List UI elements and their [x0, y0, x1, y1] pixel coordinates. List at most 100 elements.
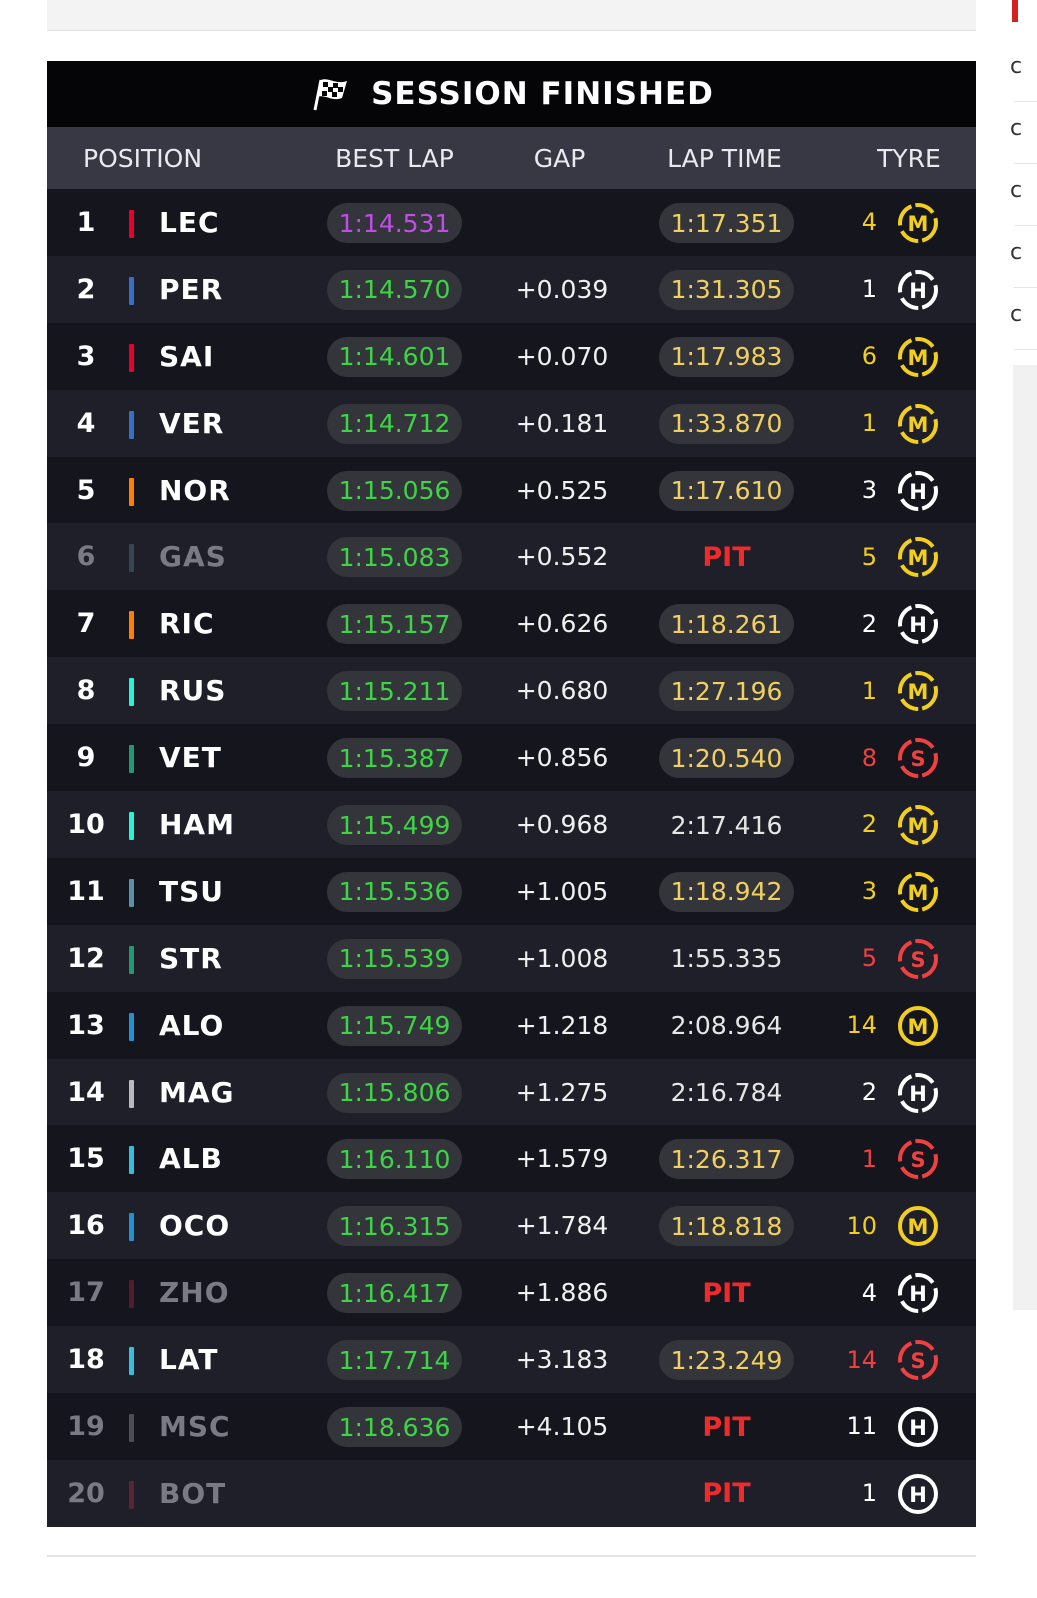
position-number: 6 [76, 541, 96, 573]
best-lap-time: 1:15.387 [327, 738, 462, 779]
table-row[interactable]: 13 ALO 1:15.749 +1.218 2:08.964 14 M [47, 991, 976, 1059]
driver-code: VET [159, 741, 222, 775]
driver-code: ALO [159, 1008, 225, 1042]
table-row[interactable]: 20 BOT PIT 1 H [47, 1459, 976, 1527]
driver-code: VER [159, 406, 225, 440]
best-lap-time: 1:15.056 [327, 470, 462, 511]
table-row[interactable]: 8 RUS 1:15.211 +0.680 1:27.196 1 M [47, 657, 976, 725]
driver-code: LAT [159, 1343, 219, 1377]
tyre-compound-letter: H [909, 279, 927, 303]
pit-status: PIT [702, 1411, 751, 1443]
sidebar-divider [1014, 225, 1037, 226]
table-row[interactable]: 2 PER 1:14.570 +0.039 1:31.305 1 H [47, 255, 976, 323]
team-color-bar [129, 1480, 134, 1509]
tyre-compound-icon: M [898, 403, 938, 444]
lap-time: 1:17.351 [659, 203, 794, 243]
lap-time: 2:16.784 [670, 1078, 783, 1108]
best-lap-time: 1:16.110 [327, 1139, 462, 1180]
best-lap-time: 1:14.712 [327, 403, 462, 444]
table-row[interactable]: 19 MSC 1:18.636 +4.105 PIT 11 H [47, 1393, 976, 1460]
team-color-bar [129, 1146, 134, 1175]
header-position: POSITION [83, 143, 203, 173]
table-row[interactable]: 11 TSU 1:15.536 +1.005 1:18.942 3 M [47, 857, 976, 925]
tyre-laps-count: 2 [861, 609, 877, 638]
team-color-bar [129, 477, 134, 506]
best-lap-time: 1:15.536 [327, 871, 462, 912]
position-number: 9 [76, 742, 96, 774]
table-row[interactable]: 1 LEC 1:14.531 1:17.351 4 M [47, 189, 976, 256]
tyre-laps-count: 4 [861, 1278, 877, 1307]
lap-time: 1:33.870 [659, 403, 794, 444]
lap-time: 1:26.317 [659, 1139, 794, 1180]
table-header: POSITION BEST LAP GAP LAP TIME TYRE [47, 127, 976, 189]
table-row[interactable]: 15 ALB 1:16.110 +1.579 1:26.317 1 S [47, 1125, 976, 1193]
table-row[interactable]: 7 RIC 1:15.157 +0.626 1:18.261 2 H [47, 590, 976, 658]
driver-code: SAI [159, 339, 215, 373]
gap-value: +0.856 [515, 743, 609, 773]
team-color-bar [129, 745, 134, 774]
sidebar-link-fragment[interactable]: c [1010, 54, 1023, 79]
driver-code: TSU [159, 874, 225, 908]
lap-time: 1:23.249 [659, 1340, 794, 1381]
best-lap-time: 1:15.539 [327, 938, 462, 979]
table-row[interactable]: 6 GAS 1:15.083 +0.552 PIT 5 M [47, 523, 976, 591]
tyre-compound-letter: M [908, 413, 929, 437]
session-banner: SESSION FINISHED [47, 61, 976, 127]
tyre-laps-count: 1 [861, 1144, 877, 1173]
lap-time: 1:18.261 [659, 604, 794, 645]
table-row[interactable]: 4 VER 1:14.712 +0.181 1:33.870 1 M [47, 389, 976, 457]
lap-time: 1:17.983 [659, 336, 794, 377]
gap-value: +1.275 [515, 1077, 609, 1107]
lap-time: 1:18.942 [659, 871, 794, 912]
tyre-laps-count: 14 [846, 1011, 877, 1040]
best-lap-time: 1:16.315 [327, 1206, 462, 1247]
table-row[interactable]: 16 OCO 1:16.315 +1.784 1:18.818 10 M [47, 1192, 976, 1260]
team-color-bar [129, 878, 134, 907]
pit-status: PIT [702, 1277, 751, 1309]
tyre-laps-count: 8 [861, 743, 877, 772]
table-row[interactable]: 14 MAG 1:15.806 +1.275 2:16.784 2 H [47, 1058, 976, 1126]
divider [47, 1555, 976, 1557]
tyre-laps-count: 3 [861, 877, 877, 906]
tyre-compound-icon: S [898, 1340, 938, 1381]
tyre-compound-icon: H [898, 1407, 938, 1448]
gap-value: +1.008 [515, 943, 609, 973]
sidebar-divider [1014, 349, 1037, 350]
tyre-compound-letter: H [909, 1282, 927, 1306]
table-row[interactable]: 3 SAI 1:14.601 +0.070 1:17.983 6 M [47, 322, 976, 390]
driver-code: OCO [159, 1209, 231, 1243]
best-lap-time: 1:15.499 [327, 805, 462, 846]
table-row[interactable]: 10 HAM 1:15.499 +0.968 2:17.416 2 M [47, 791, 976, 858]
position-number: 11 [67, 875, 105, 907]
driver-code: ALB [159, 1142, 223, 1176]
table-row[interactable]: 17 ZHO 1:16.417 +1.886 PIT 4 H [47, 1259, 976, 1327]
lap-time: 1:55.335 [670, 944, 783, 974]
tyre-compound-letter: M [908, 680, 929, 704]
tyre-compound-icon: H [898, 269, 938, 310]
header-best-lap: BEST LAP [335, 143, 454, 173]
tyre-laps-count: 3 [861, 476, 877, 504]
table-row[interactable]: 12 STR 1:15.539 +1.008 1:55.335 5 S [47, 924, 976, 992]
team-color-bar [129, 343, 134, 372]
team-color-bar [129, 945, 134, 974]
pit-status: PIT [702, 1478, 751, 1510]
table-row[interactable]: 5 NOR 1:15.056 +0.525 1:17.610 3 H [47, 456, 976, 524]
table-row[interactable]: 18 LAT 1:17.714 +3.183 1:23.249 14 S [47, 1326, 976, 1394]
gap-value: +0.680 [515, 676, 609, 706]
position-number: 13 [67, 1009, 105, 1041]
sidebar-divider [1014, 101, 1037, 102]
best-lap-time: 1:15.083 [327, 537, 462, 578]
sidebar-link-fragment[interactable]: c [1010, 302, 1023, 327]
sidebar-link-fragment[interactable]: c [1010, 116, 1023, 141]
driver-code: HAM [159, 807, 235, 841]
table-row[interactable]: 9 VET 1:15.387 +0.856 1:20.540 8 S [47, 724, 976, 792]
sidebar-link-fragment[interactable]: c [1010, 240, 1023, 265]
position-number: 2 [76, 273, 96, 305]
tyre-compound-icon: M [898, 537, 938, 578]
sidebar-divider [1014, 287, 1037, 288]
position-number: 14 [67, 1076, 105, 1108]
sidebar-link-fragment[interactable]: c [1010, 178, 1023, 203]
tyre-compound-letter: M [908, 814, 929, 838]
position-number: 19 [67, 1410, 105, 1442]
team-color-bar [129, 210, 134, 238]
